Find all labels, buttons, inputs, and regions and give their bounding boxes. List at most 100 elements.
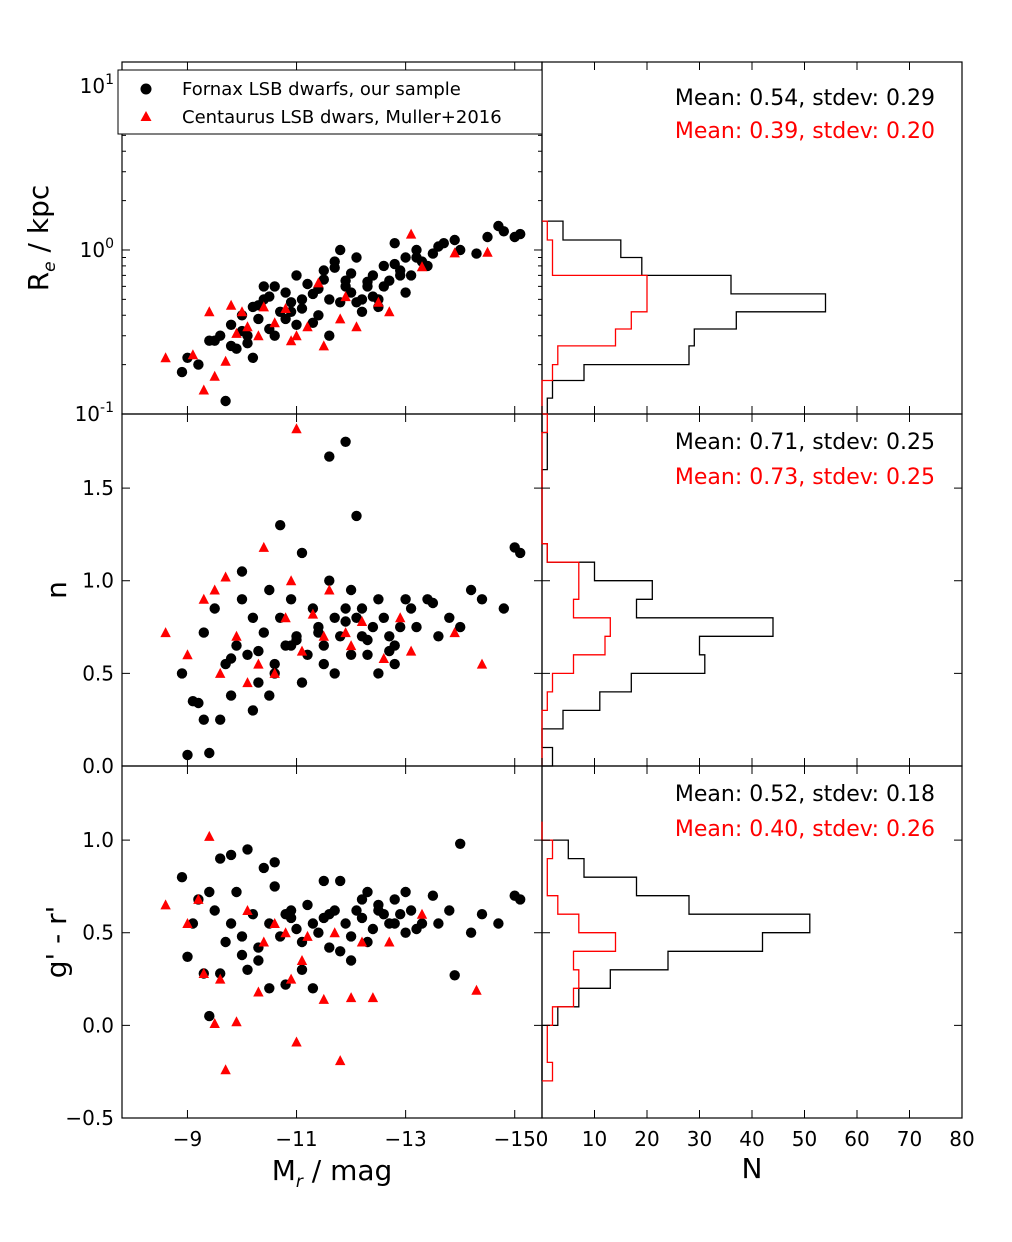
scatter-point-gr_vs_mag-s0-33 (362, 886, 373, 898)
scatter-point-re_vs_mag-s1-22 (313, 277, 324, 288)
scatter-point-n_vs_mag-s0-64 (253, 645, 264, 657)
scatter-point-re_vs_mag-s0-0 (176, 366, 188, 378)
legend-marker-fornax (140, 83, 152, 95)
x-tick-label-n-0: 0 (536, 1127, 549, 1151)
scatter-point-re_vs_mag-s0-44 (482, 231, 493, 243)
scatter-point-re_vs_mag-s1-17 (482, 246, 493, 257)
scatter-point-gr_vs_mag-s0-62 (225, 849, 237, 861)
scatter-point-gr_vs_mag-s0-24 (313, 927, 324, 938)
histogram-n_hist-s1 (541, 413, 611, 766)
legend-marker-centaurus (140, 111, 152, 121)
scatter-point-n_vs_mag-s0-72 (236, 566, 248, 577)
scatter-point-gr_vs_mag-s1-12 (318, 993, 329, 1004)
y-tick-label-gr_vs_mag-2: 0.5 (82, 921, 114, 945)
scatter-point-n_vs_mag-s0-37 (384, 631, 395, 642)
scatter-point-re_vs_mag-s0-22 (324, 294, 335, 305)
scatter-point-re_vs_mag-s1-14 (373, 296, 384, 307)
scatter-point-n_vs_mag-s0-63 (225, 653, 237, 664)
scatter-point-re_vs_mag-s1-26 (236, 306, 248, 317)
scatter-point-gr_vs_mag-s0-71 (318, 875, 329, 887)
scatter-point-gr_vs_mag-s0-30 (345, 931, 357, 942)
scatter-point-re_vs_mag-s1-13 (351, 321, 362, 332)
y-tick-label-n_vs_mag-1: 0.5 (82, 661, 114, 685)
scatter-point-gr_vs_mag-s0-31 (351, 905, 362, 916)
scatter-point-n_vs_mag-s0-70 (427, 597, 439, 609)
scatter-point-gr_vs_mag-s1-19 (198, 968, 209, 978)
scatter-point-re_vs_mag-s0-80 (296, 294, 308, 305)
scatter-point-re_vs_mag-s0-38 (411, 244, 422, 256)
scatter-point-n_vs_mag-s0-43 (433, 631, 444, 642)
scatter-point-gr_vs_mag-s0-32 (356, 912, 368, 924)
scatter-point-re_vs_mag-s0-75 (449, 234, 460, 246)
histogram-re_hist-s1 (541, 220, 648, 414)
x-tick-label-n-6: 60 (844, 1127, 869, 1151)
scatter-point-n_vs_mag-s1-21 (253, 658, 264, 669)
scatter-point-gr_vs_mag-s0-61 (389, 918, 400, 929)
scatter-point-re_vs_mag-s0-72 (324, 330, 335, 341)
scatter-point-re_vs_mag-s0-19 (307, 317, 319, 328)
scatter-point-n_vs_mag-s0-59 (318, 658, 329, 670)
histogram-gr_hist-s1 (541, 821, 617, 1082)
scatter-point-gr_vs_mag-s0-22 (302, 899, 313, 911)
scatter-point-n_vs_mag-s0-13 (253, 677, 264, 688)
scatter-point-n_vs_mag-s1-19 (291, 423, 302, 434)
hist-annotations: Mean: 0.54, stdev: 0.29 Mean: 0.39, stde… (675, 86, 935, 842)
scatter-point-gr_vs_mag-s0-72 (356, 894, 368, 905)
scatter-point-re_vs_mag-s0-84 (433, 241, 444, 252)
scatter-point-n_vs_mag-s0-75 (329, 668, 340, 679)
scatter-point-n_vs_mag-s0-33 (362, 649, 373, 660)
scatter-point-re_vs_mag-s1-7 (253, 330, 264, 341)
scatter-point-n_vs_mag-s1-8 (269, 667, 280, 678)
scatter-point-n_vs_mag-s0-3 (198, 627, 209, 638)
scatter-point-n_vs_mag-s0-74 (291, 634, 302, 646)
scatter-point-n_vs_mag-s0-31 (351, 612, 362, 623)
scatter-point-gr_vs_mag-s0-64 (296, 964, 308, 975)
scatter-point-re_vs_mag-s0-18 (302, 278, 313, 290)
scatter-point-re_vs_mag-s0-76 (493, 220, 504, 232)
scatter-point-gr_vs_mag-s0-38 (389, 894, 400, 905)
scatter-point-re_vs_mag-s0-55 (400, 287, 411, 298)
scatter-point-re_vs_mag-s0-34 (389, 238, 400, 249)
scatter-point-gr_vs_mag-s0-68 (465, 927, 477, 938)
scatter-point-re_vs_mag-s1-16 (416, 261, 428, 272)
scatter-point-re_vs_mag-s0-81 (329, 262, 340, 273)
scatter-point-gr_vs_mag-s0-9 (231, 886, 242, 898)
scatter-point-n_vs_mag-s1-7 (258, 541, 269, 552)
scatter-point-gr_vs_mag-s0-69 (236, 931, 248, 942)
scatter-point-gr_vs_mag-s0-39 (395, 909, 406, 920)
scatter-point-n_vs_mag-s0-21 (296, 547, 308, 559)
scatter-point-gr_vs_mag-s0-41 (405, 905, 417, 916)
x-tick-label-n-8: 80 (949, 1127, 974, 1151)
scatter-point-n_vs_mag-s1-15 (378, 653, 389, 663)
scatter-point-re_vs_mag-s0-78 (242, 338, 253, 349)
scatter-point-n_vs_mag-s0-55 (187, 696, 199, 707)
scatter-point-n_vs_mag-s0-45 (455, 621, 466, 633)
y-tick-label-n_vs_mag-3: 1.5 (82, 476, 114, 500)
scatter-point-n_vs_mag-s0-69 (389, 658, 400, 670)
scatter-point-re_vs_mag-s0-70 (193, 359, 204, 370)
scatter-point-n_vs_mag-s0-4 (204, 747, 215, 759)
scatter-point-re_vs_mag-s0-37 (405, 270, 417, 281)
scatter-point-gr_vs_mag-s0-70 (285, 912, 297, 924)
scatter-point-n_vs_mag-s0-41 (411, 621, 422, 633)
x-axis-label-mag: Mr / mag (272, 1154, 393, 1192)
scatter-point-n_vs_mag-s0-10 (236, 594, 248, 605)
scatter-point-re_vs_mag-s1-12 (335, 313, 346, 324)
scatter-point-n_vs_mag-s1-17 (449, 627, 460, 638)
scatter-point-n_vs_mag-s0-25 (318, 640, 329, 651)
scatter-point-gr_vs_mag-s0-23 (307, 918, 319, 929)
legend-label-centaurus: Centaurus LSB dwars, Muller+2016 (182, 107, 502, 128)
scatter-point-gr_vs_mag-s0-53 (307, 983, 319, 994)
scatter-point-n_vs_mag-s0-77 (384, 645, 395, 657)
scatter-point-gr_vs_mag-s0-55 (433, 918, 444, 929)
scatter-point-re_vs_mag-s1-9 (285, 335, 297, 346)
scatter-point-re_vs_mag-s0-73 (351, 297, 362, 308)
x-tick-label-mag-0: −9 (173, 1127, 202, 1151)
scatter-point-gr_vs_mag-s1-7 (253, 986, 264, 997)
scatter-point-n_vs_mag-s1-5 (231, 630, 242, 641)
scatter-point-n_vs_mag-s0-76 (356, 603, 368, 614)
scatter-point-n_vs_mag-s1-23 (318, 630, 329, 641)
scatter-point-n_vs_mag-s1-1 (182, 649, 193, 660)
scatter-point-gr_vs_mag-s0-29 (340, 918, 351, 929)
